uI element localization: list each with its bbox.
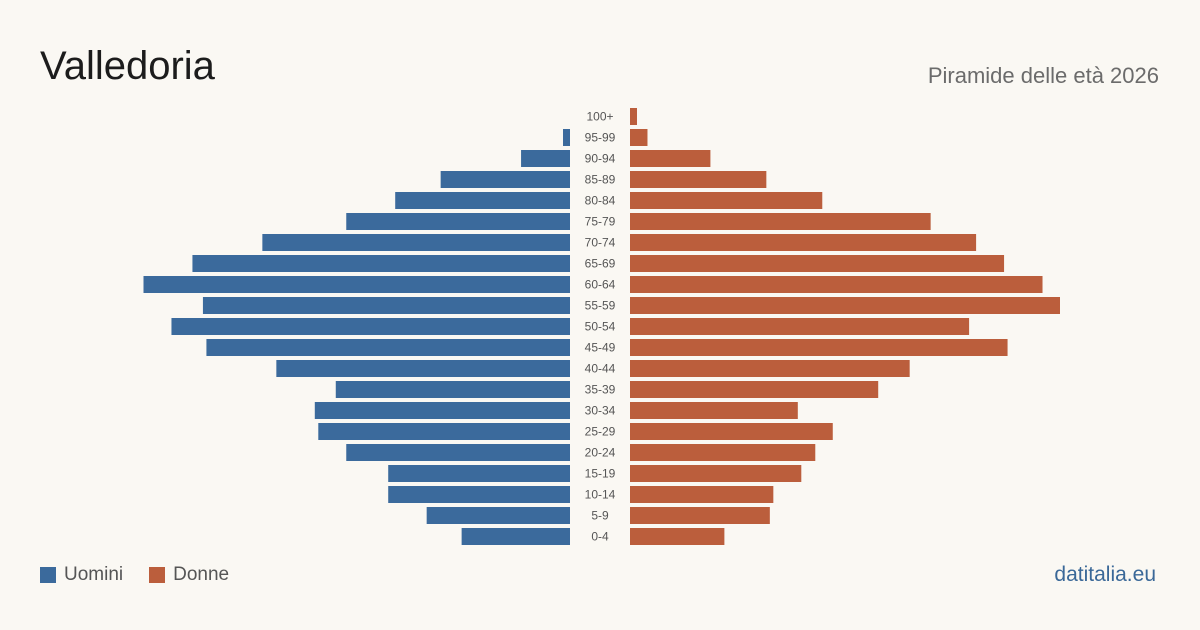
age-label-10-14: 10-14 [585,488,616,502]
age-label-55-59: 55-59 [585,299,616,313]
page-title: Valledoria [40,44,215,88]
age-label-0-4: 0-4 [591,530,609,544]
age-label-25-29: 25-29 [585,425,616,439]
bar-men-30-34 [314,402,570,419]
bar-women-20-24 [630,444,816,461]
legend-item-men: Uomini [40,564,123,586]
age-label-90-94: 90-94 [585,152,616,166]
bar-men-25-29 [318,423,570,440]
bar-men-20-24 [346,444,570,461]
age-label-30-34: 30-34 [585,404,616,418]
bar-women-35-39 [630,381,879,398]
age-label-85-89: 85-89 [585,173,616,187]
bar-women-10-14 [630,486,774,503]
age-label-45-49: 45-49 [585,341,616,355]
bar-men-40-44 [276,360,570,377]
legend-label-women: Donne [173,564,230,585]
age-label-40-44: 40-44 [585,362,616,376]
bar-men-50-54 [171,318,570,335]
bar-men-95-99 [563,129,570,146]
bar-women-85-89 [630,171,767,188]
bar-men-75-79 [346,213,570,230]
bar-men-85-89 [440,171,570,188]
bar-men-5-9 [426,507,570,524]
bar-men-70-74 [262,234,570,251]
bar-women-30-34 [630,402,798,419]
bar-women-65-69 [630,255,1005,272]
bar-men-0-4 [461,528,570,545]
bar-men-90-94 [521,150,570,167]
bar-women-100+ [630,108,637,125]
bar-men-55-59 [202,297,571,314]
bar-men-80-84 [395,192,570,209]
age-label-50-54: 50-54 [585,320,616,334]
age-label-95-99: 95-99 [585,131,616,145]
bar-women-60-64 [630,276,1043,293]
bar-women-25-29 [630,423,833,440]
bar-women-50-54 [630,318,970,335]
bar-women-40-44 [630,360,910,377]
bar-men-65-69 [192,255,570,272]
legend-swatch-men [40,567,56,583]
bar-women-0-4 [630,528,725,545]
bar-men-35-39 [335,381,570,398]
bar-men-15-19 [388,465,570,482]
bar-men-10-14 [388,486,570,503]
age-label-15-19: 15-19 [585,467,616,481]
bar-women-5-9 [630,507,770,524]
age-label-100+: 100+ [586,110,613,124]
age-label-5-9: 5-9 [591,509,609,523]
age-label-60-64: 60-64 [585,278,616,292]
chart-subtitle: Piramide delle età 2026 [927,63,1159,88]
legend: Uomini Donne [40,564,255,586]
age-label-75-79: 75-79 [585,215,616,229]
age-label-20-24: 20-24 [585,446,616,460]
bar-women-55-59 [630,297,1060,314]
bar-men-45-49 [206,339,570,356]
brand-link[interactable]: datitalia.eu [1054,563,1156,586]
age-label-70-74: 70-74 [585,236,616,250]
bar-women-45-49 [630,339,1008,356]
legend-swatch-women [149,567,166,583]
legend-label-men: Uomini [64,564,124,585]
bar-women-95-99 [630,129,648,146]
age-label-35-39: 35-39 [585,383,616,397]
bar-women-15-19 [630,465,802,482]
age-label-65-69: 65-69 [585,257,616,271]
age-label-80-84: 80-84 [585,194,616,208]
bar-women-90-94 [630,150,711,167]
bar-men-60-64 [143,276,570,293]
bar-women-80-84 [630,192,823,209]
bar-women-75-79 [630,213,931,230]
legend-item-women: Donne [149,564,229,586]
bar-women-70-74 [630,234,977,251]
